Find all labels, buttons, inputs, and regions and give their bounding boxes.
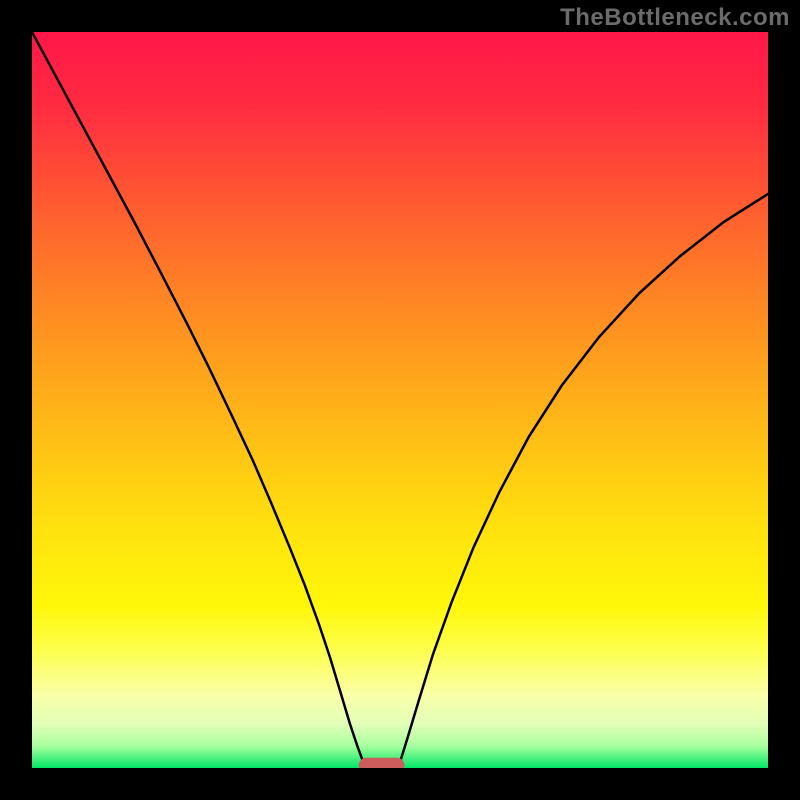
valley-marker (359, 758, 405, 768)
plot-area (32, 32, 768, 768)
watermark-text: TheBottleneck.com (560, 4, 790, 32)
chart-container: TheBottleneck.com (0, 0, 800, 800)
plot-background (32, 32, 768, 768)
chart-svg (32, 32, 768, 768)
